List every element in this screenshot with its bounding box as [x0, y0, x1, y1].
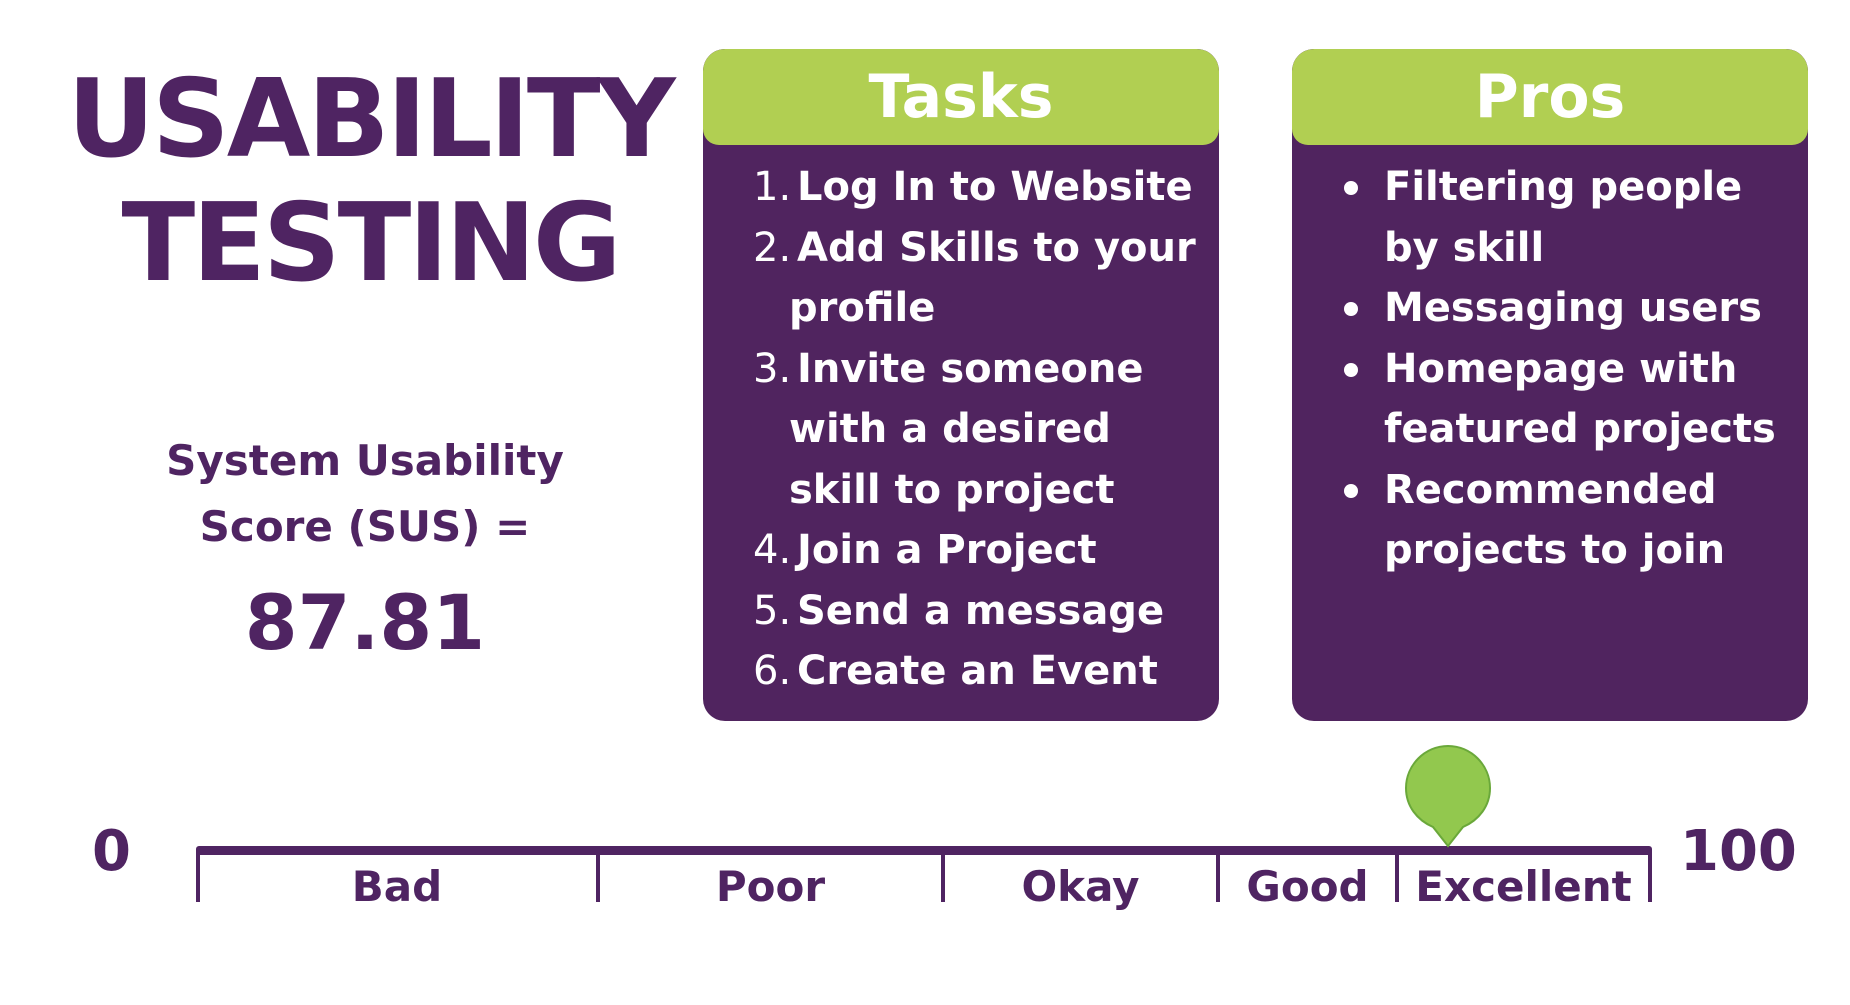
scale-segment-poor: Poor [715, 862, 826, 911]
page-title: USABILITY TESTING [60, 58, 680, 306]
bullet-icon [1344, 483, 1358, 498]
tasks-card: Tasks 1. Log In to Website 2. Add Skills to… [703, 49, 1219, 721]
pros-item: Recommended projects to join [1292, 460, 1788, 581]
scale-min-label: 0 [92, 819, 131, 884]
task-text-line: Invite someone [797, 345, 1144, 392]
task-text-line: Create an Event [797, 648, 1158, 694]
pros-text-line: Recommended [1384, 466, 1717, 513]
task-number: 2. [753, 224, 792, 271]
task-number: 1. [753, 164, 792, 210]
pros-item: Homepage with featured projects [1292, 339, 1788, 460]
task-item: 5. Send a message [703, 581, 1199, 642]
sus-label-line-1: System Usability [166, 436, 564, 485]
scale-segment-bad: Bad [351, 862, 443, 911]
scale-segment-good: Good [1246, 862, 1369, 911]
pros-card: Pros Filtering people by skill Messaging u… [1292, 49, 1808, 721]
scale-max-label: 100 [1680, 819, 1797, 884]
score-marker-icon [1404, 744, 1492, 848]
bullet-icon [1344, 181, 1358, 195]
scale-tick [1648, 852, 1652, 902]
task-number: 3. [753, 345, 792, 392]
scale-bar [196, 846, 1652, 855]
task-item: 3. Invite someone with a desired skill to p… [703, 339, 1199, 521]
task-text-line: Send a message [797, 587, 1165, 634]
task-text-line: Join a Project [797, 527, 1097, 573]
scale-tick [196, 852, 200, 902]
scale-tick [596, 852, 600, 902]
pros-text-line: Filtering people [1384, 164, 1743, 210]
pros-list: Filtering people by skill Messaging users H… [1292, 145, 1808, 581]
scale-segment-okay: Okay [1021, 862, 1140, 911]
pros-item: Filtering people by skill [1292, 157, 1788, 278]
tasks-card-header: Tasks [703, 49, 1219, 145]
scale-tick [941, 852, 945, 902]
pros-item: Messaging users [1292, 278, 1788, 339]
sus-label: System Usability Score (SUS) = [120, 428, 610, 560]
page-title-line-1: USABILITY [67, 57, 675, 182]
task-text-line: profile [789, 285, 936, 331]
sus-score-value: 87.81 [244, 578, 486, 667]
pros-text-line: Homepage with [1384, 345, 1738, 392]
task-text-line: Add Skills to your [797, 224, 1196, 271]
task-number: 5. [753, 587, 792, 634]
scale-tick [1395, 852, 1399, 902]
scale-tick [1216, 852, 1220, 902]
bullet-icon [1344, 362, 1358, 377]
pros-text-line: projects to join [1384, 527, 1726, 573]
task-item: 2. Add Skills to your profile [703, 218, 1199, 339]
task-text-line: Log In to Website [797, 164, 1193, 210]
task-item: 6. Create an Event [703, 641, 1199, 702]
pros-text-line: featured projects [1384, 406, 1776, 452]
page-title-line-2: TESTING [121, 181, 621, 306]
task-text-line: with a desired [789, 406, 1111, 452]
task-item: 1. Log In to Website [703, 157, 1199, 218]
task-number: 4. [753, 527, 792, 573]
pros-text-line: Messaging users [1384, 285, 1762, 331]
bullet-icon [1344, 302, 1358, 316]
task-number: 6. [753, 648, 792, 694]
task-item: 4. Join a Project [703, 520, 1199, 581]
pros-card-header: Pros [1292, 49, 1808, 145]
task-text-line: skill to project [789, 466, 1115, 513]
sus-label-line-2: Score (SUS) = [199, 502, 531, 551]
tasks-list: 1. Log In to Website 2. Add Skills to your p… [703, 145, 1219, 702]
pros-text-line: by skill [1384, 224, 1545, 271]
scale-segment-excellent: Excellent [1415, 862, 1632, 911]
